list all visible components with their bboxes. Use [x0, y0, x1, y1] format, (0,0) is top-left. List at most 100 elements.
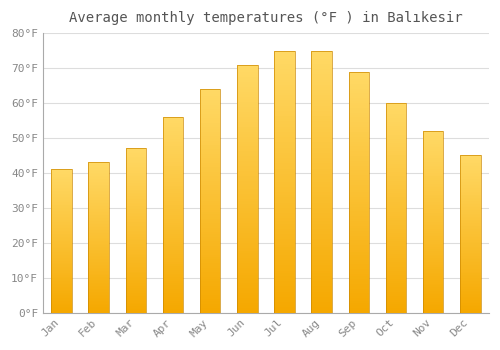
Bar [348, 274, 369, 276]
Bar [52, 178, 72, 180]
Bar [423, 294, 444, 296]
Bar [200, 178, 220, 181]
Bar [163, 252, 184, 254]
Bar [274, 260, 294, 263]
Bar [423, 253, 444, 254]
Bar [163, 236, 184, 238]
Bar [52, 295, 72, 297]
Bar [423, 133, 444, 135]
Bar [126, 157, 146, 158]
Bar [163, 172, 184, 174]
Bar [460, 236, 480, 237]
Bar [274, 85, 294, 88]
Bar [237, 94, 258, 97]
Bar [126, 290, 146, 291]
Bar [423, 198, 444, 200]
Bar [460, 270, 480, 272]
Bar [274, 155, 294, 158]
Bar [126, 198, 146, 199]
Bar [52, 201, 72, 202]
Bar [88, 166, 109, 167]
Bar [423, 178, 444, 180]
Bar [126, 276, 146, 278]
Bar [52, 194, 72, 195]
Bar [88, 244, 109, 245]
Bar [312, 155, 332, 158]
Bar [52, 290, 72, 291]
Bar [312, 111, 332, 113]
Bar [423, 187, 444, 189]
Bar [423, 234, 444, 236]
Bar [126, 186, 146, 188]
Bar [386, 122, 406, 124]
Bar [88, 266, 109, 268]
Bar [460, 179, 480, 181]
Bar [348, 257, 369, 260]
Bar [423, 287, 444, 289]
Bar [52, 257, 72, 258]
Bar [312, 245, 332, 247]
Bar [126, 255, 146, 257]
Bar [126, 262, 146, 264]
Bar [348, 76, 369, 79]
Bar [126, 270, 146, 272]
Bar [200, 261, 220, 264]
Bar [88, 168, 109, 170]
Bar [460, 305, 480, 306]
Bar [386, 300, 406, 302]
Bar [312, 252, 332, 255]
Bar [274, 74, 294, 77]
Bar [460, 186, 480, 187]
Bar [274, 113, 294, 116]
Bar [88, 259, 109, 260]
Bar [274, 77, 294, 79]
Bar [88, 208, 109, 209]
Bar [163, 225, 184, 226]
Bar [126, 291, 146, 293]
Bar [88, 281, 109, 282]
Bar [88, 218, 109, 219]
Bar [237, 275, 258, 278]
Bar [126, 196, 146, 198]
Bar [126, 252, 146, 253]
Bar [312, 90, 332, 93]
Bar [460, 206, 480, 207]
Bar [237, 171, 258, 174]
Bar [386, 269, 406, 271]
Bar [237, 201, 258, 204]
Bar [312, 142, 332, 145]
Bar [126, 148, 146, 313]
Bar [274, 124, 294, 127]
Bar [460, 201, 480, 203]
Bar [200, 259, 220, 261]
Bar [237, 72, 258, 75]
Bar [460, 203, 480, 204]
Bar [348, 175, 369, 178]
Bar [274, 103, 294, 106]
Bar [312, 182, 332, 184]
Bar [200, 120, 220, 122]
Bar [386, 185, 406, 187]
Bar [52, 227, 72, 228]
Bar [237, 65, 258, 313]
Bar [386, 132, 406, 134]
Bar [163, 178, 184, 180]
Bar [274, 95, 294, 98]
Bar [312, 64, 332, 66]
Bar [200, 125, 220, 127]
Bar [348, 284, 369, 286]
Bar [52, 169, 72, 313]
Bar [126, 268, 146, 270]
Bar [52, 303, 72, 304]
Bar [88, 221, 109, 223]
Bar [274, 229, 294, 231]
Bar [460, 269, 480, 270]
Bar [348, 308, 369, 310]
Bar [163, 291, 184, 293]
Bar [163, 188, 184, 189]
Bar [460, 283, 480, 284]
Bar [237, 253, 258, 255]
Bar [126, 165, 146, 167]
Bar [126, 240, 146, 242]
Bar [386, 306, 406, 308]
